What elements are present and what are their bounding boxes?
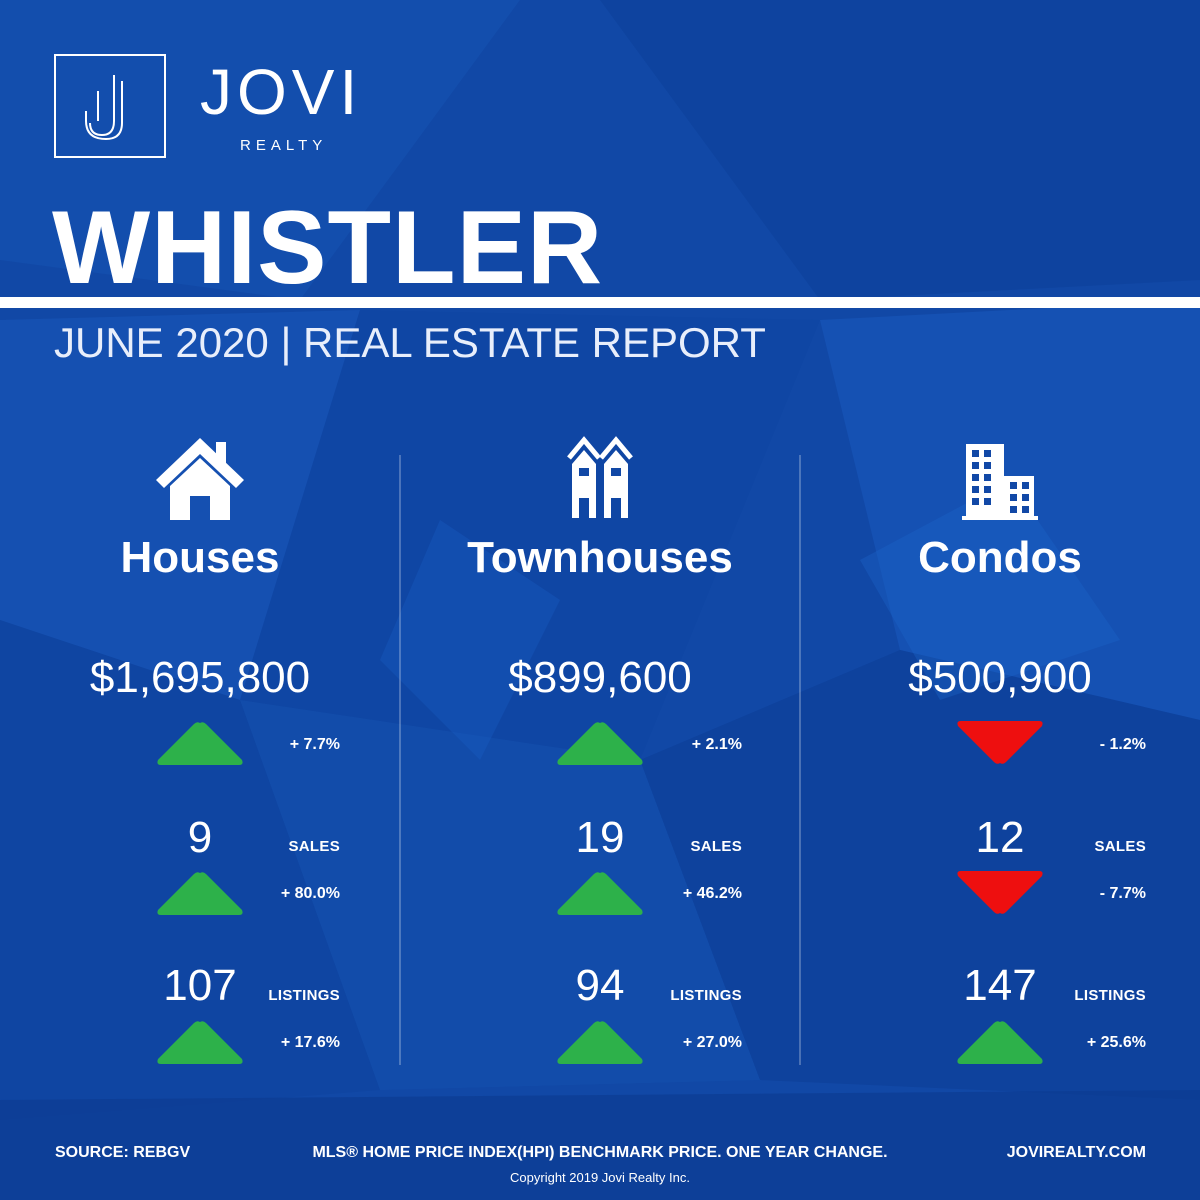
houses-listings-label: LISTINGS [268,987,340,1004]
column-divider [799,455,801,1065]
price-change-up-arrow-icon [556,720,644,766]
condos-listings-count: 147 [963,961,1037,1010]
houses-sales-count: 9 [187,813,213,862]
townhouses-listings-label: LISTINGS [670,987,742,1004]
townhouses-sales-label: SALES [690,838,742,855]
footer-note: MLS® HOME PRICE INDEX(HPI) BENCHMARK PRI… [312,1144,888,1161]
houses-sales-label: SALES [288,838,340,855]
townhouses-listings-change: + 27.0% [682,1034,742,1051]
condos-column: Condos $500,900 - 1.2% 12 SALES - 7.7% 1… [800,430,1200,1090]
houses-price: $1,695,800 [89,653,311,702]
townhouses-column: Townhouses $899,600 + 2.1% 19 SALES + 46… [400,430,800,1090]
townhouses-listings-count: 94 [575,961,625,1010]
condos-listings-label: LISTINGS [1074,987,1146,1004]
condos-price: $500,900 [908,653,1092,702]
sales-change-down-arrow-icon [956,870,1044,916]
townhouse-icon [400,430,800,520]
condos-listings-change: + 25.6% [1086,1034,1146,1051]
condos-price-change: - 1.2% [1099,736,1146,753]
houses-listings-count: 107 [163,961,237,1010]
listings-change-up-arrow-icon [956,1019,1044,1065]
title-rule [0,297,1200,308]
condos-sales-label: SALES [1094,838,1146,855]
townhouses-price: $899,600 [508,653,692,702]
listings-change-up-arrow-icon [556,1019,644,1065]
houses-sales-change: + 80.0% [280,885,340,902]
townhouses-price-change: + 2.1% [691,736,742,753]
footer-website-link[interactable]: JOVIREALTY.COM [1006,1144,1146,1161]
brand-subtitle: REALTY [240,137,328,154]
sales-change-up-arrow-icon [556,870,644,916]
column-divider [399,455,401,1065]
footer-source: SOURCE: REBGV [55,1144,191,1161]
footer-copyright: Copyright 2019 Jovi Realty Inc. [510,1170,690,1185]
city-title: WHISTLER [52,190,604,306]
condos-title: Condos [918,533,1082,582]
condos-sales-change: - 7.7% [1099,885,1146,902]
sales-change-up-arrow-icon [156,870,244,916]
price-change-up-arrow-icon [156,720,244,766]
townhouses-sales-count: 19 [575,813,625,862]
townhouses-title: Townhouses [467,533,733,582]
report-subtitle: JUNE 2020 | REAL ESTATE REPORT [54,319,766,366]
logo-j-icon [85,75,123,141]
condo-building-icon [800,430,1200,520]
houses-column: Houses $1,695,800 + 7.7% 9 SALES + 80.0%… [0,430,400,1090]
houses-price-change: + 7.7% [289,736,340,753]
condos-sales-count: 12 [975,813,1025,862]
townhouses-sales-change: + 46.2% [682,885,742,902]
house-icon [0,430,400,520]
houses-listings-change: + 17.6% [280,1034,340,1051]
listings-change-up-arrow-icon [156,1019,244,1065]
brand-name: JOVI [200,56,363,128]
price-change-down-arrow-icon [956,720,1044,766]
houses-title: Houses [120,533,280,582]
logo-mark [54,54,166,158]
